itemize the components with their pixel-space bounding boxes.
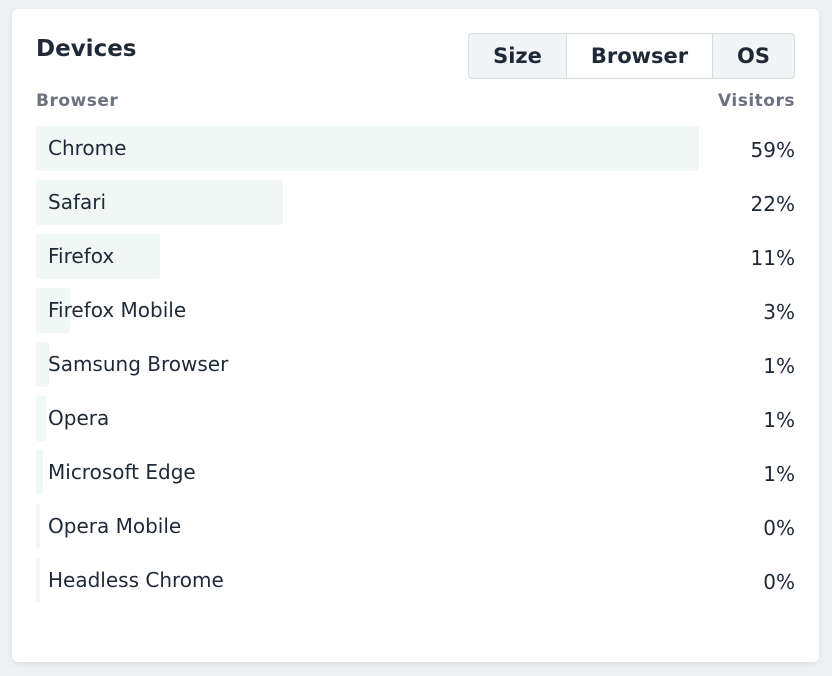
browser-name[interactable]: Opera Mobile (48, 514, 182, 538)
list-item[interactable]: Opera Mobile 0% (36, 504, 795, 549)
visitor-bar (36, 504, 40, 549)
browser-name[interactable]: Chrome (48, 136, 127, 160)
tab-size[interactable]: Size (469, 34, 567, 78)
tab-browser[interactable]: Browser (567, 34, 713, 78)
list-item[interactable]: Samsung Browser 1% (36, 342, 795, 387)
list-item[interactable]: Headless Chrome 0% (36, 558, 795, 603)
browser-name[interactable]: Headless Chrome (48, 568, 224, 592)
visitor-bar (36, 558, 40, 603)
browser-name[interactable]: Microsoft Edge (48, 460, 196, 484)
list-item[interactable]: Chrome 59% (36, 126, 795, 171)
column-header-visitors: Visitors (718, 91, 795, 111)
browser-name[interactable]: Opera (48, 406, 110, 430)
list-item[interactable]: Firefox Mobile 3% (36, 288, 795, 333)
visitor-percent: 0% (763, 570, 795, 594)
list-item[interactable]: Opera 1% (36, 396, 795, 441)
devices-card: Devices Size Browser OS Browser Visitors… (12, 9, 819, 662)
visitor-bar (36, 180, 284, 225)
list-item[interactable]: Firefox 11% (36, 234, 795, 279)
tab-group: Size Browser OS (468, 33, 795, 79)
browser-name[interactable]: Samsung Browser (48, 352, 229, 376)
browser-name[interactable]: Safari (48, 190, 107, 214)
browser-name[interactable]: Firefox Mobile (48, 298, 187, 322)
visitor-bar (36, 450, 44, 495)
tab-os[interactable]: OS (737, 44, 770, 68)
list-item[interactable]: Safari 22% (36, 180, 795, 225)
visitor-bar (36, 126, 699, 171)
browser-list: Chrome 59% Safari 22% Firefox 11% Firefox Mobi… (36, 126, 795, 612)
visitor-percent: 11% (750, 246, 795, 270)
visitor-bar (36, 396, 47, 441)
list-item[interactable]: Microsoft Edge 1% (36, 450, 795, 495)
visitor-percent: 1% (763, 354, 795, 378)
column-header-browser: Browser (36, 91, 119, 111)
visitor-percent: 1% (763, 408, 795, 432)
card-title: Devices (36, 36, 137, 62)
visitor-percent: 22% (750, 192, 795, 216)
visitor-bar (36, 234, 160, 279)
browser-name[interactable]: Firefox (48, 244, 115, 268)
visitor-percent: 0% (763, 516, 795, 540)
visitor-bar (36, 288, 70, 333)
visitor-percent: 1% (763, 462, 795, 486)
visitor-percent: 59% (750, 138, 795, 162)
visitor-bar (36, 342, 50, 387)
visitor-percent: 3% (763, 300, 795, 324)
